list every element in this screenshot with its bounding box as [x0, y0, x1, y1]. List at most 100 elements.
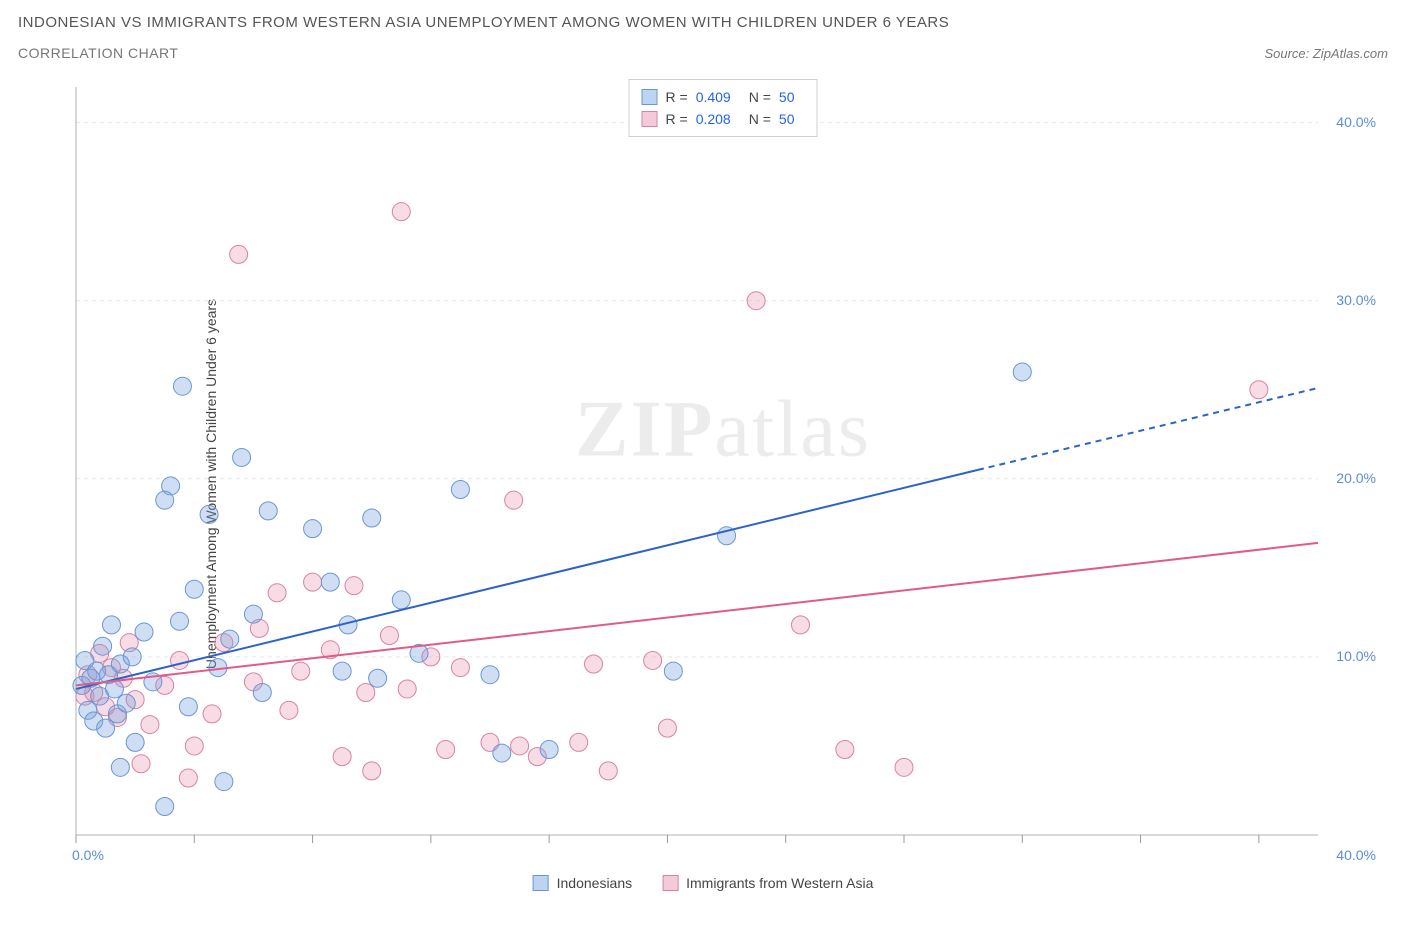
series-legend-item: Immigrants from Western Asia [662, 875, 873, 891]
legend-swatch [662, 875, 678, 891]
data-point [179, 769, 197, 787]
data-point [117, 694, 135, 712]
data-point [437, 741, 455, 759]
data-point [102, 616, 120, 634]
data-point [363, 509, 381, 527]
y-tick-label: 10.0% [1336, 648, 1376, 664]
data-point [1250, 381, 1268, 399]
data-point [259, 502, 277, 520]
stat-r-value: 0.409 [696, 86, 731, 108]
data-point [1013, 363, 1031, 381]
data-point [292, 662, 310, 680]
data-point [280, 701, 298, 719]
data-point [398, 680, 416, 698]
data-point [200, 505, 218, 523]
stat-r-label: R = [666, 108, 688, 130]
data-point [304, 520, 322, 538]
data-point [493, 744, 511, 762]
stats-legend-row: R = 0.409 N = 50 [642, 86, 805, 108]
data-point [505, 491, 523, 509]
chart-title: INDONESIAN VS IMMIGRANTS FROM WESTERN AS… [18, 14, 1388, 31]
series-legend-label: Immigrants from Western Asia [686, 875, 873, 891]
data-point [658, 719, 676, 737]
data-point [333, 662, 351, 680]
data-point [173, 377, 191, 395]
series-legend: Indonesians Immigrants from Western Asia [533, 875, 874, 891]
data-point [599, 762, 617, 780]
data-point [185, 737, 203, 755]
data-point [215, 773, 233, 791]
data-point [162, 477, 180, 495]
data-point [126, 733, 144, 751]
source-name: ZipAtlas.com [1313, 46, 1388, 61]
data-point [451, 659, 469, 677]
data-point [570, 733, 588, 751]
x-tick-label-max: 40.0% [1336, 847, 1376, 863]
data-point [792, 616, 810, 634]
data-point [380, 627, 398, 645]
data-point [156, 798, 174, 816]
data-point [268, 584, 286, 602]
x-tick-label-min: 0.0% [72, 847, 104, 863]
stat-r-value: 0.208 [696, 108, 731, 130]
data-point [321, 573, 339, 591]
stat-n-value: 50 [779, 86, 795, 108]
trend-line-extrapolated [978, 388, 1318, 470]
stats-legend: R = 0.409 N = 50 R = 0.208 N = 50 [629, 79, 818, 137]
data-point [179, 698, 197, 716]
data-point [836, 741, 854, 759]
stat-n-value: 50 [779, 108, 795, 130]
stat-n-label: N = [749, 86, 771, 108]
data-point [511, 737, 529, 755]
legend-swatch [642, 111, 658, 127]
data-point [664, 662, 682, 680]
data-point [895, 758, 913, 776]
chart-subtitle: CORRELATION CHART [18, 45, 178, 61]
source-prefix: Source: [1264, 46, 1312, 61]
stats-legend-row: R = 0.208 N = 50 [642, 108, 805, 130]
chart-area: Unemployment Among Women with Children U… [18, 69, 1388, 899]
series-legend-item: Indonesians [533, 875, 633, 891]
data-point [392, 203, 410, 221]
data-point [123, 648, 141, 666]
stat-r-label: R = [666, 86, 688, 108]
data-point [244, 605, 262, 623]
stat-n-label: N = [749, 108, 771, 130]
legend-swatch [533, 875, 549, 891]
data-point [451, 480, 469, 498]
data-point [111, 758, 129, 776]
data-point [203, 705, 221, 723]
data-point [333, 748, 351, 766]
y-tick-label: 30.0% [1336, 292, 1376, 308]
data-point [357, 684, 375, 702]
data-point [185, 580, 203, 598]
data-point [481, 666, 499, 684]
scatter-plot-svg [68, 79, 1378, 859]
data-point [230, 245, 248, 263]
data-point [304, 573, 322, 591]
data-point [585, 655, 603, 673]
data-point [94, 637, 112, 655]
source-attribution: Source: ZipAtlas.com [1264, 46, 1388, 61]
data-point [97, 719, 115, 737]
data-point [540, 741, 558, 759]
data-point [171, 651, 189, 669]
data-point [221, 630, 239, 648]
data-point [644, 651, 662, 669]
y-tick-label: 40.0% [1336, 114, 1376, 130]
data-point [253, 684, 271, 702]
series-legend-label: Indonesians [557, 875, 633, 891]
data-point [363, 762, 381, 780]
data-point [141, 716, 159, 734]
data-point [132, 755, 150, 773]
data-point [171, 612, 189, 630]
plot-region: ZIPatlas R = 0.409N = 50R = 0.208N = 50 [68, 79, 1378, 859]
legend-swatch [642, 89, 658, 105]
data-point [392, 591, 410, 609]
y-tick-label: 20.0% [1336, 470, 1376, 486]
data-point [369, 669, 387, 687]
data-point [233, 448, 251, 466]
trend-line [76, 470, 978, 689]
data-point [747, 292, 765, 310]
data-point [135, 623, 153, 641]
